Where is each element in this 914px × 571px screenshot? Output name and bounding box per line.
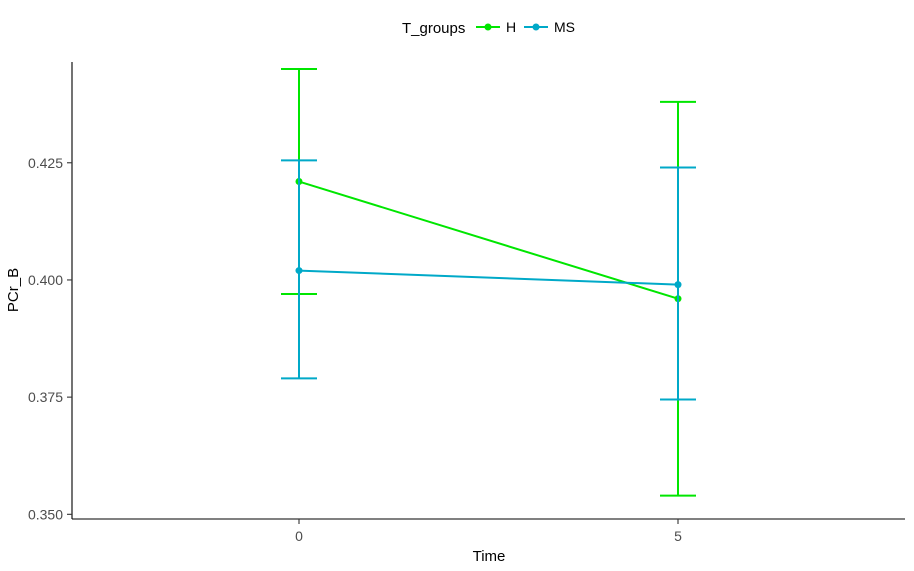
- y-tick-label: 0.350: [28, 506, 63, 522]
- x-tick-label: 5: [674, 528, 682, 544]
- y-tick-label: 0.375: [28, 389, 63, 405]
- legend-key-marker: [484, 23, 492, 31]
- data-point: [295, 267, 303, 275]
- legend-key-h: [476, 23, 500, 31]
- series-line: [298, 269, 679, 286]
- y-axis-title: PCr_B: [5, 268, 22, 312]
- legend-key-marker: [532, 23, 540, 31]
- legend-title: T_groups: [402, 20, 465, 37]
- data-point: [674, 281, 682, 289]
- series-ms: [281, 159, 696, 401]
- x-tick-label: 0: [295, 528, 303, 544]
- legend-key-ms: [524, 23, 548, 31]
- legend-label: H: [506, 19, 516, 35]
- x-axis-title: Time: [473, 548, 506, 565]
- axes: [71, 62, 905, 520]
- legend: T_groups H MS: [402, 19, 575, 37]
- series-layer: [281, 68, 696, 497]
- legend-label: MS: [554, 19, 575, 35]
- series-line: [298, 180, 679, 300]
- y-tick-label: 0.425: [28, 155, 63, 171]
- y-ticks: 0.350 0.375 0.400 0.425: [28, 155, 72, 522]
- y-tick-label: 0.400: [28, 272, 63, 288]
